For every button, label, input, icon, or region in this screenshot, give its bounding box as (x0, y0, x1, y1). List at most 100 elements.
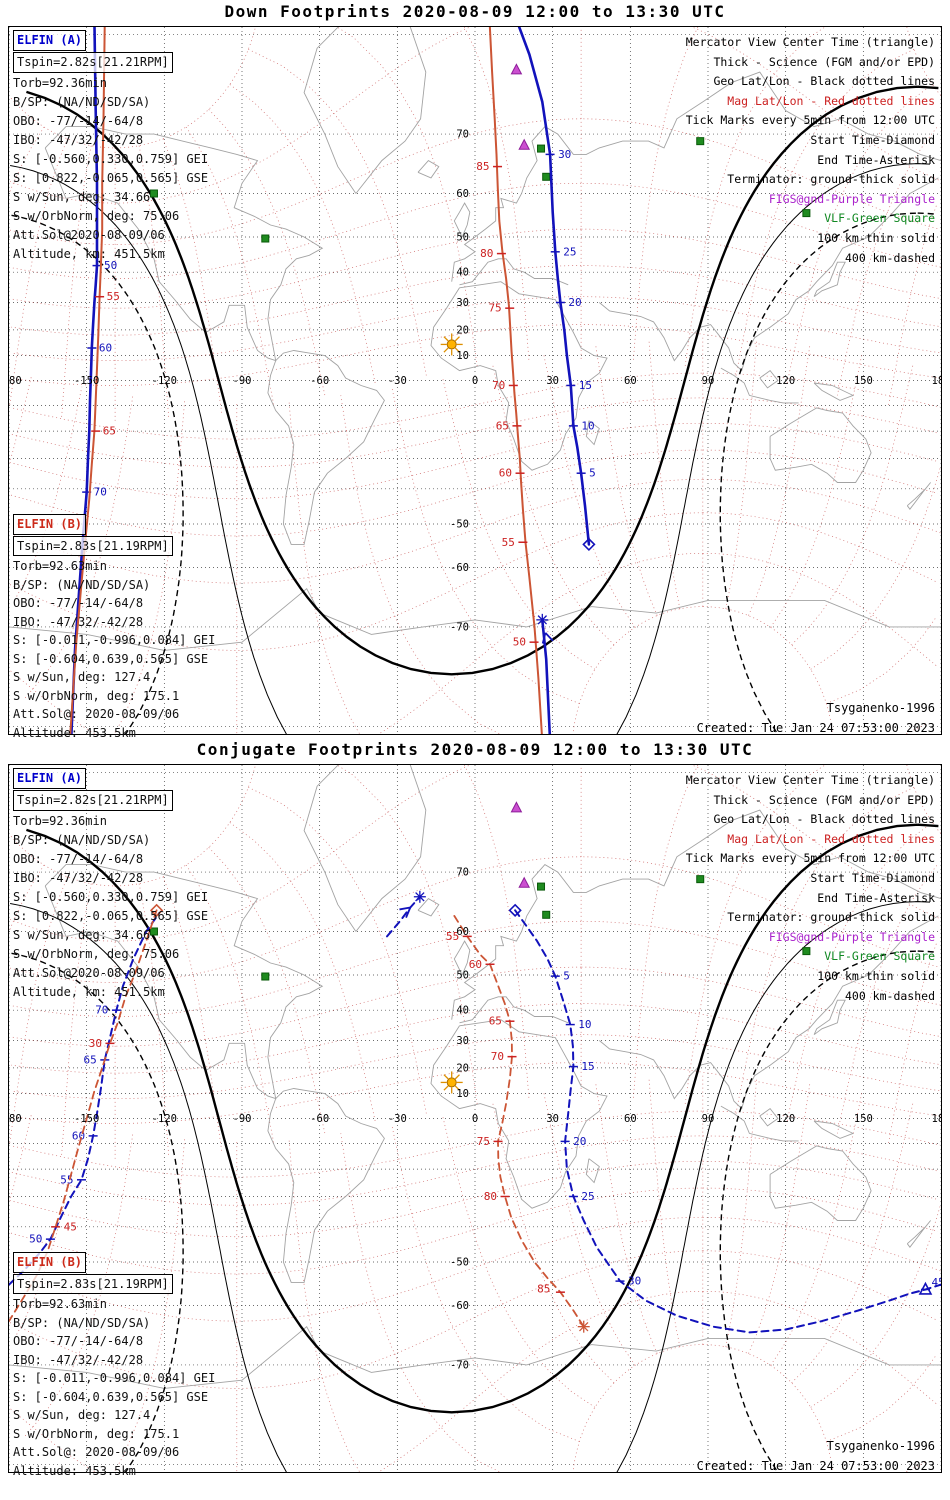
svg-text:-60: -60 (450, 562, 469, 574)
svg-text:25: 25 (581, 1190, 594, 1203)
elfin-b-line-9: Altitude: 453.5km (13, 1463, 136, 1478)
elfin-b-line-6: S w/Sun, deg: 127.4 (13, 670, 151, 684)
svg-text:50: 50 (29, 1233, 42, 1246)
legend-line-5: Start Time-Diamond (810, 870, 935, 885)
svg-text:90: 90 (702, 1113, 715, 1125)
page-title: Down Footprints 2020-08-09 12:00 to 13:3… (224, 2, 726, 21)
svg-text:30: 30 (89, 1037, 102, 1050)
svg-text:65: 65 (489, 1015, 502, 1028)
legend-line-9: VLF-Green Square (824, 211, 935, 226)
svg-text:50: 50 (456, 231, 469, 243)
svg-text:70: 70 (94, 486, 107, 499)
svg-text:30: 30 (546, 375, 559, 387)
svg-text:60: 60 (99, 342, 112, 355)
elfin-a-line-4: S: [-0.560,0.330,0.759] GEI (13, 890, 209, 904)
svg-text:10: 10 (456, 350, 469, 362)
elfin-a-line-1: B/SP: (NA/ND/SD/SA) (13, 833, 151, 847)
elfin-a-line-7: S w/OrbNorm, deg: 75.06 (13, 209, 180, 223)
legend-line-9: VLF-Green Square (824, 949, 935, 964)
svg-text:55: 55 (502, 536, 515, 549)
svg-text:75: 75 (488, 302, 501, 315)
svg-text:20: 20 (573, 1135, 586, 1148)
svg-text:-70: -70 (450, 621, 469, 633)
elfin-a-header: ELFIN (A) (13, 30, 87, 51)
legend-line-0: Mercator View Center Time (triangle) (685, 773, 935, 787)
map-canvas-conjugate: 5101520253045505560657030455560657075808… (9, 765, 941, 1472)
legend-line-10: 100 km-thin solid (817, 230, 935, 245)
svg-text:-70: -70 (450, 1359, 469, 1371)
svg-text:40: 40 (456, 1005, 469, 1017)
elfin-a-line-9: Altitude, km: 451.5km (13, 247, 165, 261)
svg-text:-120: -120 (152, 1113, 177, 1125)
elfin-a-line-2: OBO: -77/-14/-64/8 (13, 114, 144, 128)
legend-line-2: Geo Lat/Lon - Black dotted lines (713, 74, 935, 89)
legend-line-8: FIGS@gnd-Purple Triangle (768, 929, 935, 944)
svg-text:60: 60 (456, 926, 469, 938)
elfin-b-tspin: Tspin=2.83s[21.19RPM] (13, 535, 173, 556)
svg-text:45: 45 (931, 1276, 941, 1289)
elfin-b-line-7: S w/OrbNorm, deg: 175.1 (13, 688, 180, 703)
elfin-a-line-0: Torb=92.36min (13, 814, 107, 828)
elfin-a-line-7: S w/OrbNorm, deg: 75.06 (13, 947, 180, 961)
svg-text:0: 0 (472, 1113, 478, 1125)
svg-text:65: 65 (103, 425, 116, 438)
svg-text:30: 30 (558, 148, 571, 161)
elfin-a-tspin: Tspin=2.82s[21.21RPM] (13, 52, 173, 73)
elfin-b-info-block: ELFIN (B) Tspin=2.83s[21.19RPM] Torb=92.63… (13, 1252, 215, 1480)
legend-line-7: Terminator: ground-thick solid (727, 172, 935, 187)
svg-text:-60: -60 (450, 1300, 469, 1312)
map-legend: Mercator View Center Time (triangle) Thic… (686, 33, 935, 268)
elfin-b-line-1: B/SP: (NA/ND/SD/SA) (13, 577, 151, 592)
elfin-a-line-5: S: [0.822,-0.065,0.565] GSE (13, 909, 209, 923)
svg-text:30: 30 (628, 1275, 641, 1288)
map-canvas-down: 5 10 15 20 25 30 50 60 70 55 65 50 55 60 65 70 75 80 85 -18… (9, 27, 941, 734)
elfin-b-line-2: OBO: -77/-14/-64/8 (13, 596, 144, 610)
created-timestamp: Created: Tue Jan 24 07:53:00 2023 (696, 720, 935, 735)
model-name: Tsyganenko-1996 (826, 701, 935, 715)
elfin-b-header: ELFIN (B) (13, 1252, 87, 1273)
down-footprints-panel: Down Footprints 2020-08-09 12:00 to 13:3… (0, 0, 950, 740)
svg-text:70: 70 (492, 379, 505, 392)
elfin-b-line-1: B/SP: (NA/ND/SD/SA) (13, 1315, 151, 1330)
legend-line-6: End Time-Asterisk (817, 890, 935, 905)
svg-text:-50: -50 (450, 519, 469, 531)
svg-text:-90: -90 (233, 375, 252, 387)
map-legend: Mercator View Center Time (triangle) Thic… (686, 771, 935, 1006)
legend-line-1: Thick - Science (FGM and/or EPD) (713, 792, 935, 807)
svg-text:15: 15 (581, 1060, 594, 1073)
svg-text:-150: -150 (74, 375, 99, 387)
elfin-b-header: ELFIN (B) (13, 514, 87, 535)
elfin-a-line-3: IBO: -47/32/-42/28 (13, 133, 144, 147)
elfin-a-line-1: B/SP: (NA/ND/SD/SA) (13, 95, 151, 109)
created-timestamp: Created: Tue Jan 24 07:53:00 2023 (696, 1458, 935, 1473)
legend-line-4: Tick Marks every 5min from 12:00 UTC (685, 113, 935, 128)
elfin-b-tspin: Tspin=2.83s[21.19RPM] (13, 1273, 173, 1294)
svg-text:70: 70 (456, 129, 469, 141)
svg-text:60: 60 (469, 958, 482, 971)
svg-text:-30: -30 (388, 1113, 407, 1125)
legend-line-8: FIGS@gnd-Purple Triangle (768, 191, 935, 206)
svg-text:65: 65 (84, 1053, 97, 1066)
elfin-a-line-8: Att.Sol@2020-08-09/06 (13, 228, 165, 242)
elfin-b-line-8: Att.Sol@: 2020-08-09/06 (13, 1445, 180, 1459)
svg-text:60: 60 (624, 1113, 637, 1125)
elfin-a-info-block: ELFIN (A) Tspin=2.82s[21.21RPM] Torb=92.36… (13, 768, 208, 1002)
elfin-b-line-2: OBO: -77/-14/-64/8 (13, 1334, 144, 1348)
svg-text:50: 50 (513, 636, 526, 649)
elfin-a-tspin: Tspin=2.82s[21.21RPM] (13, 790, 173, 811)
legend-line-4: Tick Marks every 5min from 12:00 UTC (685, 851, 935, 866)
elfin-b-line-5: S: [-0.604,0.639,0.565] GSE (13, 1389, 209, 1404)
elfin-b-line-9: Altitude: 453.5km (13, 725, 136, 740)
svg-text:0: 0 (472, 375, 478, 387)
svg-text:150: 150 (854, 1113, 873, 1125)
svg-text:-90: -90 (233, 1113, 252, 1125)
legend-line-6: End Time-Asterisk (817, 152, 935, 167)
elfin-a-line-3: IBO: -47/32/-42/28 (13, 871, 144, 885)
svg-text:150: 150 (854, 375, 873, 387)
svg-text:-60: -60 (310, 1113, 329, 1125)
elfin-b-line-7: S w/OrbNorm, deg: 175.1 (13, 1426, 180, 1441)
svg-text:-120: -120 (152, 375, 177, 387)
svg-text:10: 10 (581, 419, 594, 432)
svg-text:60: 60 (499, 467, 512, 480)
svg-text:10: 10 (456, 1088, 469, 1100)
